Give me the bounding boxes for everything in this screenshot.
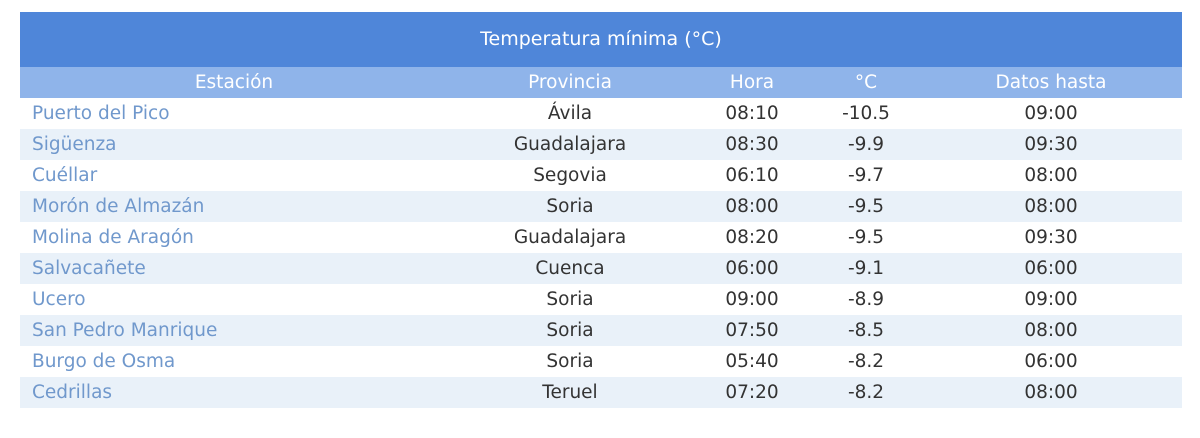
table-title: Temperatura mínima (°C) bbox=[20, 12, 1182, 67]
table-cell: Ávila bbox=[547, 103, 593, 124]
table-cell: -8.9 bbox=[847, 289, 885, 310]
table-cell: 09:30 bbox=[920, 129, 1182, 160]
station-link[interactable]: Morón de Almazán bbox=[20, 191, 448, 222]
column-header: Provincia bbox=[448, 67, 692, 98]
table-cell: -9.1 bbox=[812, 253, 920, 284]
table-cell: Teruel bbox=[448, 377, 692, 408]
station-link[interactable]: Sigüenza bbox=[20, 129, 448, 160]
table-container: Temperatura mínima (°C) Estación Provinci… bbox=[20, 12, 1182, 408]
table-body: Puerto del Pico Ávila 08:10 -10.5 09:00 Sigüe… bbox=[20, 98, 1182, 408]
data-table: Temperatura mínima (°C) Estación Provinci… bbox=[20, 12, 1182, 408]
table-cell: -9.5 bbox=[812, 191, 920, 222]
table-cell: -9.7 bbox=[847, 165, 885, 186]
table-row: Burgo de Osma Soria 05:40 -8.2 06:00 bbox=[20, 346, 1182, 377]
table-cell: 08:20 bbox=[725, 227, 779, 248]
table-row: Salvacañete Cuenca 06:00 -9.1 06:00 bbox=[20, 253, 1182, 284]
station-link[interactable]: San Pedro Manrique bbox=[20, 315, 448, 346]
table-cell: 07:20 bbox=[692, 377, 812, 408]
column-header: °C bbox=[812, 67, 920, 98]
station-link[interactable]: Cedrillas bbox=[20, 377, 448, 408]
table-row: Ucero Soria 09:00 -8.9 09:00 bbox=[20, 284, 1182, 315]
table-cell: 06:00 bbox=[1024, 351, 1078, 372]
table-row: Sigüenza Guadalajara 08:30 -9.9 09:30 bbox=[20, 129, 1182, 160]
station-link[interactable]: Burgo de Osma bbox=[32, 351, 176, 372]
station-link[interactable]: Molina de Aragón bbox=[32, 227, 194, 248]
table-cell: 06:00 bbox=[920, 253, 1182, 284]
table-cell: 09:00 bbox=[725, 289, 779, 310]
table-cell: 05:40 bbox=[725, 351, 779, 372]
header-row: Estación Provincia Hora °C Datos hasta bbox=[20, 67, 1182, 98]
table-cell: Soria bbox=[546, 351, 594, 372]
table-cell: 08:00 bbox=[692, 191, 812, 222]
station-link[interactable]: Cuéllar bbox=[32, 165, 98, 186]
column-header: Hora bbox=[692, 67, 812, 98]
station-link[interactable]: Ucero bbox=[32, 289, 86, 310]
table-cell: 08:00 bbox=[920, 377, 1182, 408]
table-cell: -9.5 bbox=[847, 227, 885, 248]
table-cell: 08:00 bbox=[920, 315, 1182, 346]
table-cell: 06:10 bbox=[725, 165, 779, 186]
table-row: Cedrillas Teruel 07:20 -8.2 08:00 bbox=[20, 377, 1182, 408]
table-row: San Pedro Manrique Soria 07:50 -8.5 08:00 bbox=[20, 315, 1182, 346]
table-cell: -8.2 bbox=[847, 351, 885, 372]
table-cell: Soria bbox=[448, 315, 692, 346]
table-cell: -8.5 bbox=[812, 315, 920, 346]
table-cell: 08:10 bbox=[725, 103, 779, 124]
station-link[interactable]: Salvacañete bbox=[20, 253, 448, 284]
table-cell: Soria bbox=[546, 289, 594, 310]
table-cell: Segovia bbox=[533, 165, 607, 186]
table-cell: 08:00 bbox=[920, 191, 1182, 222]
table-cell: 09:30 bbox=[1024, 227, 1078, 248]
table-cell: 08:00 bbox=[1024, 165, 1078, 186]
table-row: Cuéllar Segovia 06:10 -9.7 08:00 bbox=[20, 160, 1182, 191]
table-cell: Guadalajara bbox=[513, 227, 627, 248]
table-cell: -8.2 bbox=[812, 377, 920, 408]
table-cell: 09:00 bbox=[1024, 103, 1078, 124]
table-cell: 07:50 bbox=[692, 315, 812, 346]
table-cell: 08:30 bbox=[692, 129, 812, 160]
table-cell: Guadalajara bbox=[448, 129, 692, 160]
table-cell: Cuenca bbox=[448, 253, 692, 284]
table-cell: Soria bbox=[448, 191, 692, 222]
table-cell: -10.5 bbox=[842, 103, 890, 124]
table-row: Molina de Aragón Guadalajara 08:20 -9.5 09:3… bbox=[20, 222, 1182, 253]
table-row: Puerto del Pico Ávila 08:10 -10.5 09:00 bbox=[20, 98, 1182, 129]
table-cell: 06:00 bbox=[692, 253, 812, 284]
table-cell: 09:00 bbox=[1024, 289, 1078, 310]
table-cell: -9.9 bbox=[812, 129, 920, 160]
column-header: Datos hasta bbox=[920, 67, 1182, 98]
station-link[interactable]: Puerto del Pico bbox=[32, 103, 170, 124]
table-row: Morón de Almazán Soria 08:00 -9.5 08:00 bbox=[20, 191, 1182, 222]
column-header: Estación bbox=[20, 67, 448, 98]
